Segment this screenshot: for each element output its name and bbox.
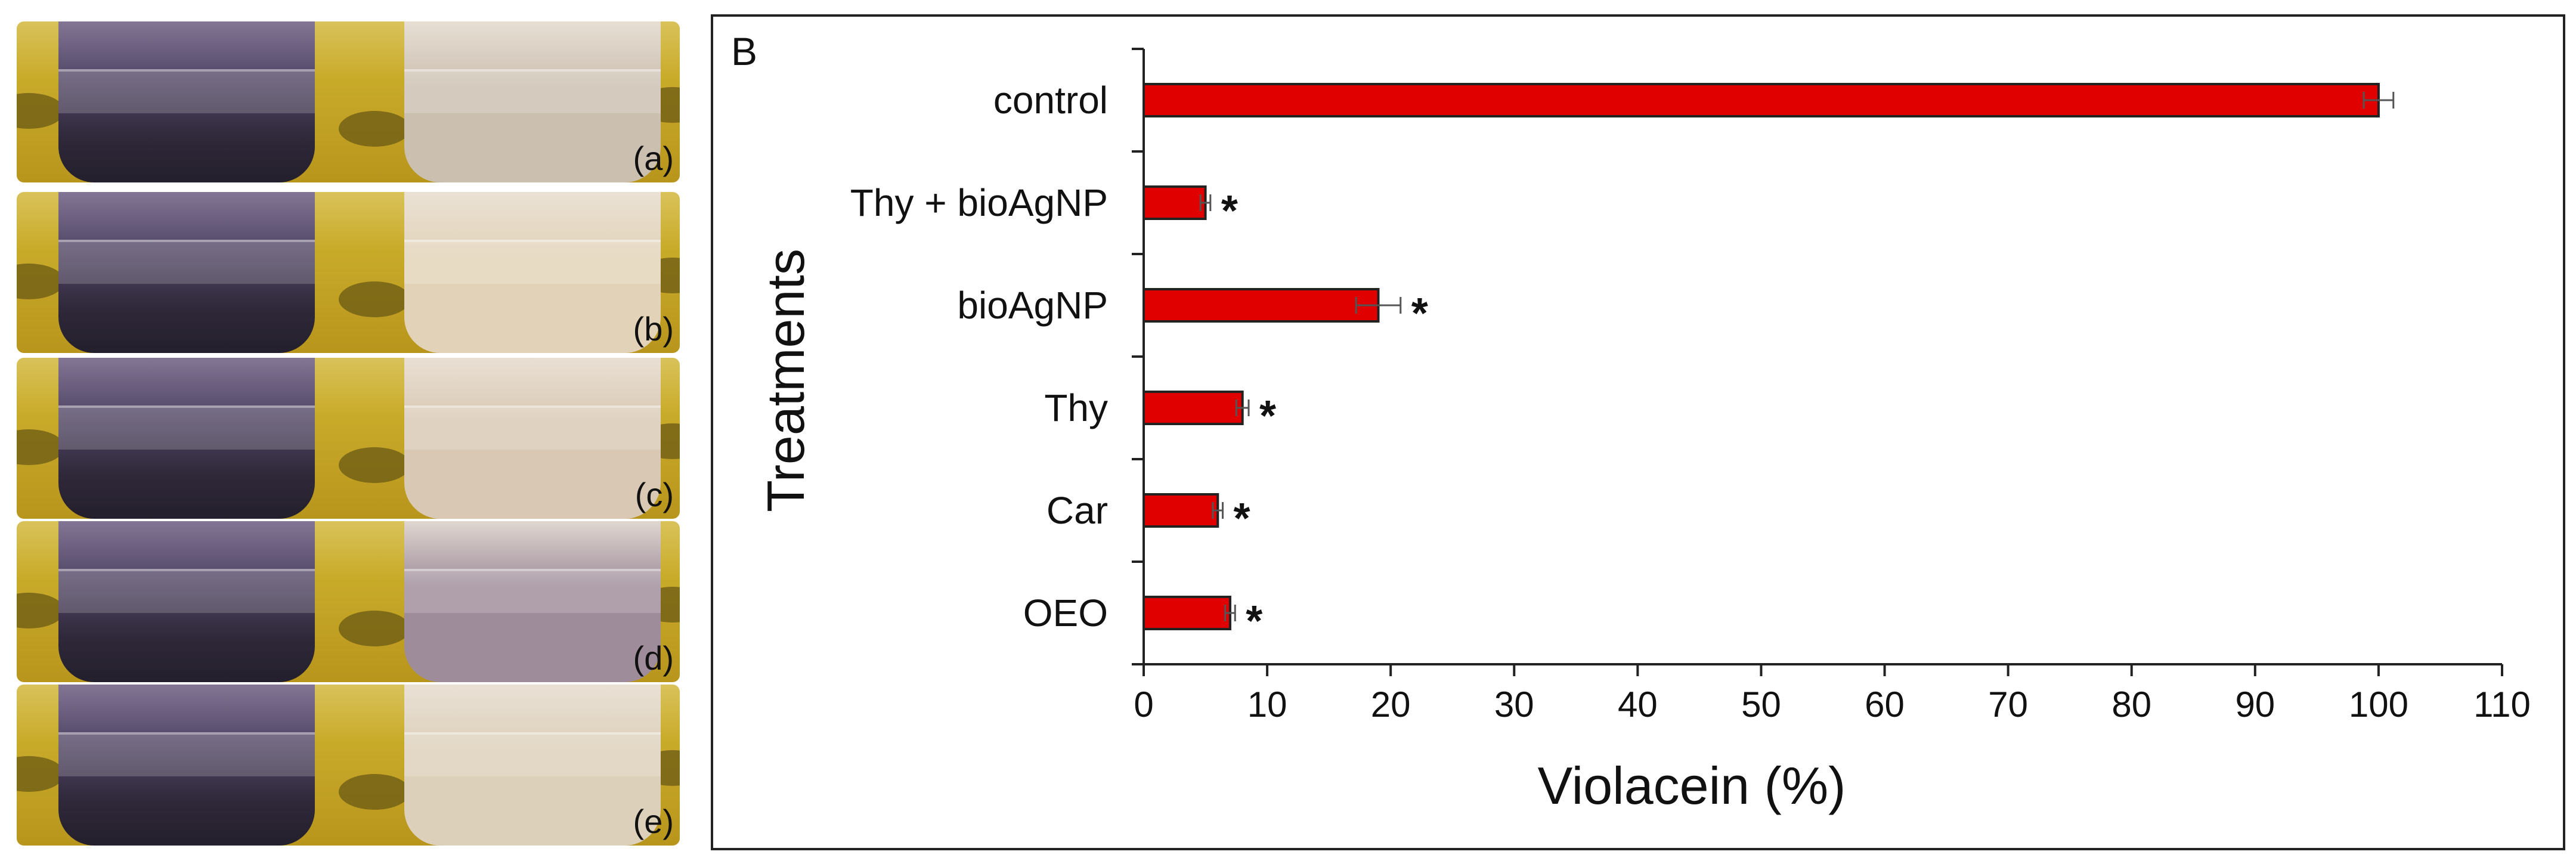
bar — [1143, 185, 1207, 220]
vial-rim — [404, 732, 661, 776]
x-tick-label: 40 — [1618, 685, 1658, 724]
x-tick-label: 10 — [1247, 685, 1287, 724]
category-label: Car — [1046, 489, 1108, 532]
vial-photo: (a) — [17, 21, 680, 182]
plate-hole — [17, 264, 64, 299]
vial-rim — [58, 569, 315, 613]
vial-rim — [404, 405, 661, 450]
significance-mark: * — [1259, 392, 1276, 440]
y-axis-title: Treatments — [756, 249, 815, 512]
significance-mark: * — [1221, 187, 1238, 235]
bar — [1143, 83, 2380, 117]
x-tick-label: 100 — [2349, 685, 2408, 724]
plate-hole — [339, 774, 410, 810]
plate-hole — [339, 447, 410, 483]
plate-hole — [17, 593, 64, 628]
significance-mark: * — [1411, 290, 1428, 337]
vial-rim — [404, 569, 661, 613]
vial-photo: (c) — [17, 358, 680, 519]
x-tick-label: 0 — [1134, 685, 1153, 724]
treated-vial — [404, 685, 661, 846]
bar — [1143, 391, 1244, 425]
photo-label: (a) — [633, 140, 674, 177]
violet-vial — [58, 21, 315, 182]
x-tick-label: 80 — [2111, 685, 2151, 724]
bar — [1143, 596, 1231, 630]
plate-hole — [339, 281, 410, 317]
photo-label: (b) — [633, 310, 674, 348]
vial-photo: (e) — [17, 685, 680, 846]
x-tick-label: 110 — [2473, 685, 2531, 724]
bar — [1143, 493, 1219, 528]
category-label: OEO — [1023, 592, 1108, 634]
category-label: Thy + bioAgNP — [850, 181, 1108, 224]
significance-mark: * — [1234, 495, 1250, 543]
x-tick-label: 50 — [1741, 685, 1781, 724]
plate-hole — [17, 429, 64, 465]
photo-label: (e) — [633, 803, 674, 840]
vial-rim — [58, 69, 315, 113]
bar-chart: 0 10 20 30 40 50 60 70 80 90 100 110 control Thy + bi… — [756, 48, 2531, 815]
vial-rim — [404, 69, 661, 113]
plate-hole — [339, 111, 410, 147]
category-label: control — [993, 79, 1108, 122]
plate-hole — [339, 611, 410, 646]
x-tick-label: 90 — [2235, 685, 2275, 724]
violet-vial — [58, 685, 315, 846]
category-label: bioAgNP — [957, 284, 1108, 327]
plate-hole — [17, 93, 64, 129]
vial-rim — [404, 240, 661, 284]
x-tick-label: 20 — [1371, 685, 1411, 724]
treated-vial — [404, 21, 661, 182]
violet-vial — [58, 358, 315, 519]
violet-vial — [58, 521, 315, 682]
photo-label: (d) — [633, 639, 674, 677]
significance-mark: * — [1246, 597, 1262, 645]
vial-photo: (b) — [17, 192, 680, 353]
x-axis-title: Violacein (%) — [1538, 756, 1846, 815]
x-tick-label: 70 — [1988, 685, 2028, 724]
vial-rim — [58, 732, 315, 776]
vial-photo: (d) — [17, 521, 680, 682]
photo-label: (c) — [634, 476, 674, 513]
treated-vial — [404, 192, 661, 353]
treated-vial — [404, 358, 661, 519]
photo-panel: A (a)(b)(c)(d)(e) — [0, 0, 692, 867]
x-tick-label: 30 — [1494, 685, 1534, 724]
plate-hole — [17, 756, 64, 792]
panel-b-letter: B — [731, 29, 758, 73]
violet-vial — [58, 192, 315, 353]
bar — [1143, 288, 1380, 323]
vial-rim — [58, 405, 315, 450]
treated-vial — [404, 521, 661, 682]
category-label: Thy — [1044, 386, 1108, 429]
x-tick-label: 60 — [1865, 685, 1905, 724]
chart-panel: B 0 10 20 30 40 50 60 70 80 90 100 110 control Thy + … — [711, 14, 2565, 850]
vial-rim — [58, 240, 315, 284]
